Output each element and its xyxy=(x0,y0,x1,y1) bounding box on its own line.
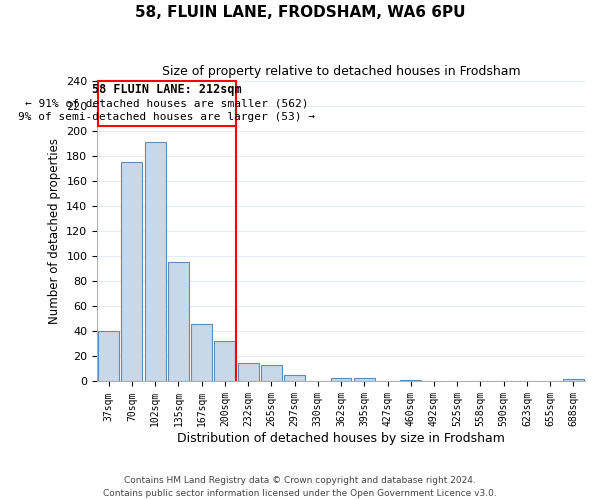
Text: 58 FLUIN LANE: 212sqm: 58 FLUIN LANE: 212sqm xyxy=(92,83,242,96)
Bar xyxy=(145,142,166,382)
Bar xyxy=(400,380,421,382)
Bar xyxy=(331,378,352,382)
Bar xyxy=(191,324,212,382)
Text: Contains HM Land Registry data © Crown copyright and database right 2024.
Contai: Contains HM Land Registry data © Crown c… xyxy=(103,476,497,498)
Bar xyxy=(98,332,119,382)
Bar xyxy=(121,162,142,382)
Bar xyxy=(214,342,235,382)
FancyBboxPatch shape xyxy=(98,80,236,126)
Text: ← 91% of detached houses are smaller (562): ← 91% of detached houses are smaller (56… xyxy=(25,98,308,108)
Bar xyxy=(284,375,305,382)
Text: 58, FLUIN LANE, FRODSHAM, WA6 6PU: 58, FLUIN LANE, FRODSHAM, WA6 6PU xyxy=(135,5,465,20)
Bar xyxy=(563,379,584,382)
Bar xyxy=(354,378,375,382)
X-axis label: Distribution of detached houses by size in Frodsham: Distribution of detached houses by size … xyxy=(177,432,505,445)
Y-axis label: Number of detached properties: Number of detached properties xyxy=(47,138,61,324)
Text: 9% of semi-detached houses are larger (53) →: 9% of semi-detached houses are larger (5… xyxy=(18,112,315,122)
Bar xyxy=(238,362,259,382)
Bar xyxy=(168,262,189,382)
Title: Size of property relative to detached houses in Frodsham: Size of property relative to detached ho… xyxy=(162,65,520,78)
Bar xyxy=(261,365,282,382)
